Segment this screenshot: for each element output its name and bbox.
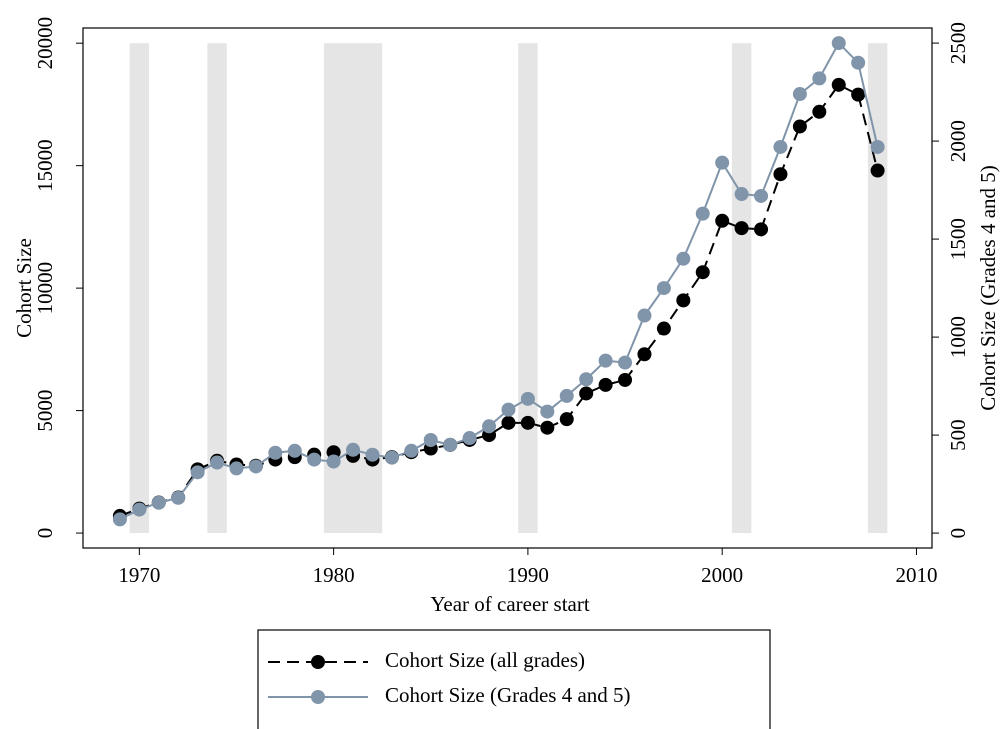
legend-box: [257, 629, 771, 729]
data-point: [346, 442, 361, 457]
data-point: [559, 388, 574, 403]
data-point: [404, 443, 419, 458]
shaded-period: [731, 43, 752, 534]
data-point: [792, 87, 807, 102]
data-point: [618, 372, 633, 387]
legend-marker: [311, 655, 325, 669]
data-point: [171, 490, 186, 505]
shaded-period: [207, 43, 227, 534]
data-point: [540, 404, 555, 419]
series-line: [119, 83, 879, 517]
y-tick-label: 15000: [33, 139, 57, 192]
data-point: [559, 412, 574, 427]
data-point: [754, 222, 769, 237]
data-point: [812, 104, 827, 119]
data-point: [307, 452, 322, 467]
data-point: [579, 386, 594, 401]
data-point: [520, 415, 535, 430]
data-point: [190, 465, 205, 480]
shaded-period: [518, 43, 538, 534]
data-point: [754, 188, 769, 203]
y2-tick-label: 2000: [946, 120, 970, 162]
data-point: [443, 437, 458, 452]
y2-tick-label: 1000: [946, 316, 970, 358]
data-point: [773, 167, 788, 182]
data-point: [734, 221, 749, 236]
data-point: [132, 502, 147, 517]
data-point: [326, 454, 341, 469]
data-point: [656, 321, 671, 336]
data-point: [831, 36, 846, 51]
data-point: [384, 450, 399, 465]
data-point: [715, 213, 730, 228]
x-tick-label: 1990: [507, 563, 549, 587]
data-point: [501, 402, 516, 417]
data-point: [365, 447, 380, 462]
y2-axis-label: Cohort Size (Grades 4 and 5): [976, 165, 1000, 411]
data-point: [831, 77, 846, 92]
legend-label: Cohort Size (Grades 4 and 5): [385, 683, 631, 707]
data-point: [715, 155, 730, 170]
data-point: [598, 353, 613, 368]
x-tick-label: 2000: [701, 563, 743, 587]
y-tick-label: 0: [33, 528, 57, 539]
y2-tick-label: 500: [946, 419, 970, 451]
y-tick-label: 20000: [33, 17, 57, 70]
data-point: [151, 495, 166, 510]
y2-tick-label: 1500: [946, 218, 970, 260]
y-axis-label: Cohort Size: [12, 238, 36, 338]
data-point: [851, 87, 866, 102]
data-point: [618, 355, 633, 370]
data-point: [540, 420, 555, 435]
data-point: [851, 55, 866, 70]
legend-marker: [311, 690, 325, 704]
data-point: [637, 308, 652, 323]
data-point: [112, 512, 127, 527]
data-point: [656, 281, 671, 296]
data-point: [695, 265, 710, 280]
series-line: [119, 41, 879, 521]
data-point: [676, 251, 691, 266]
y-tick-label: 10000: [33, 262, 57, 315]
y2-tick-label: 2500: [946, 22, 970, 64]
legend-label: Cohort Size (all grades): [385, 648, 585, 672]
shaded-period: [129, 43, 150, 534]
data-point: [792, 119, 807, 134]
data-point: [482, 419, 497, 434]
data-point: [248, 459, 263, 474]
data-point: [579, 372, 594, 387]
data-point: [423, 433, 438, 448]
data-point: [676, 293, 691, 308]
data-point: [598, 377, 613, 392]
data-point: [812, 71, 827, 86]
data-point: [268, 445, 283, 460]
data-point: [287, 443, 302, 458]
data-point: [870, 139, 885, 154]
data-point: [210, 455, 225, 470]
y-tick-label: 5000: [33, 390, 57, 432]
data-point: [695, 206, 710, 221]
data-point: [229, 461, 244, 476]
x-tick-label: 1970: [118, 563, 160, 587]
x-axis-label: Year of career start: [430, 592, 590, 616]
data-point: [870, 163, 885, 178]
data-point: [501, 415, 516, 430]
data-point: [637, 347, 652, 362]
x-tick-label: 1980: [313, 563, 355, 587]
y2-tick-label: 0: [946, 528, 970, 539]
data-point: [734, 187, 749, 202]
data-point: [520, 391, 535, 406]
x-tick-label: 2010: [895, 563, 937, 587]
data-point: [773, 139, 788, 154]
data-point: [462, 431, 477, 446]
